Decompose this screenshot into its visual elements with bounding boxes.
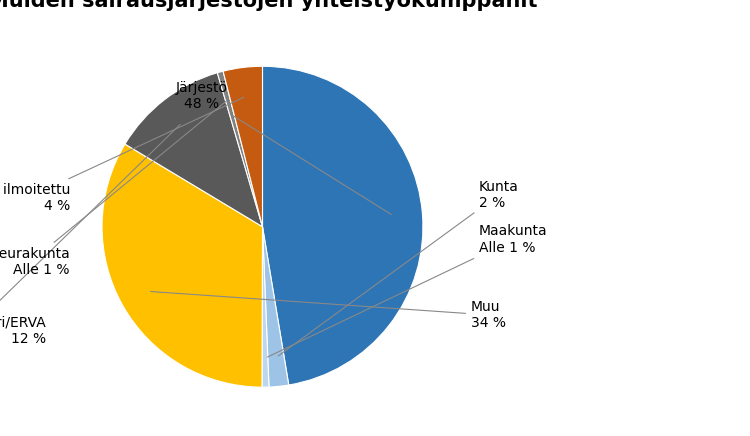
Wedge shape [262, 66, 423, 385]
Text: Sairaanhoitopiiri/ERVA
12 %: Sairaanhoitopiiri/ERVA 12 % [0, 125, 180, 346]
Title: Muiden sairausjärjestöjen yhteistyökumppanit: Muiden sairausjärjestöjen yhteistyökumpp… [0, 0, 537, 11]
Wedge shape [223, 66, 262, 227]
Text: Maakunta
Alle 1 %: Maakunta Alle 1 % [268, 225, 548, 357]
Text: Järjestö
48 %: Järjestö 48 % [176, 81, 392, 215]
Wedge shape [262, 227, 289, 387]
Wedge shape [217, 71, 262, 227]
Text: Muu
34 %: Muu 34 % [151, 292, 506, 330]
Text: Ei ilmoitettu
4 %: Ei ilmoitettu 4 % [0, 97, 244, 213]
Wedge shape [262, 227, 269, 387]
Text: Seurakunta
Alle 1 %: Seurakunta Alle 1 % [0, 102, 226, 277]
Text: Kunta
2 %: Kunta 2 % [278, 180, 519, 356]
Wedge shape [125, 73, 262, 227]
Wedge shape [102, 144, 262, 387]
